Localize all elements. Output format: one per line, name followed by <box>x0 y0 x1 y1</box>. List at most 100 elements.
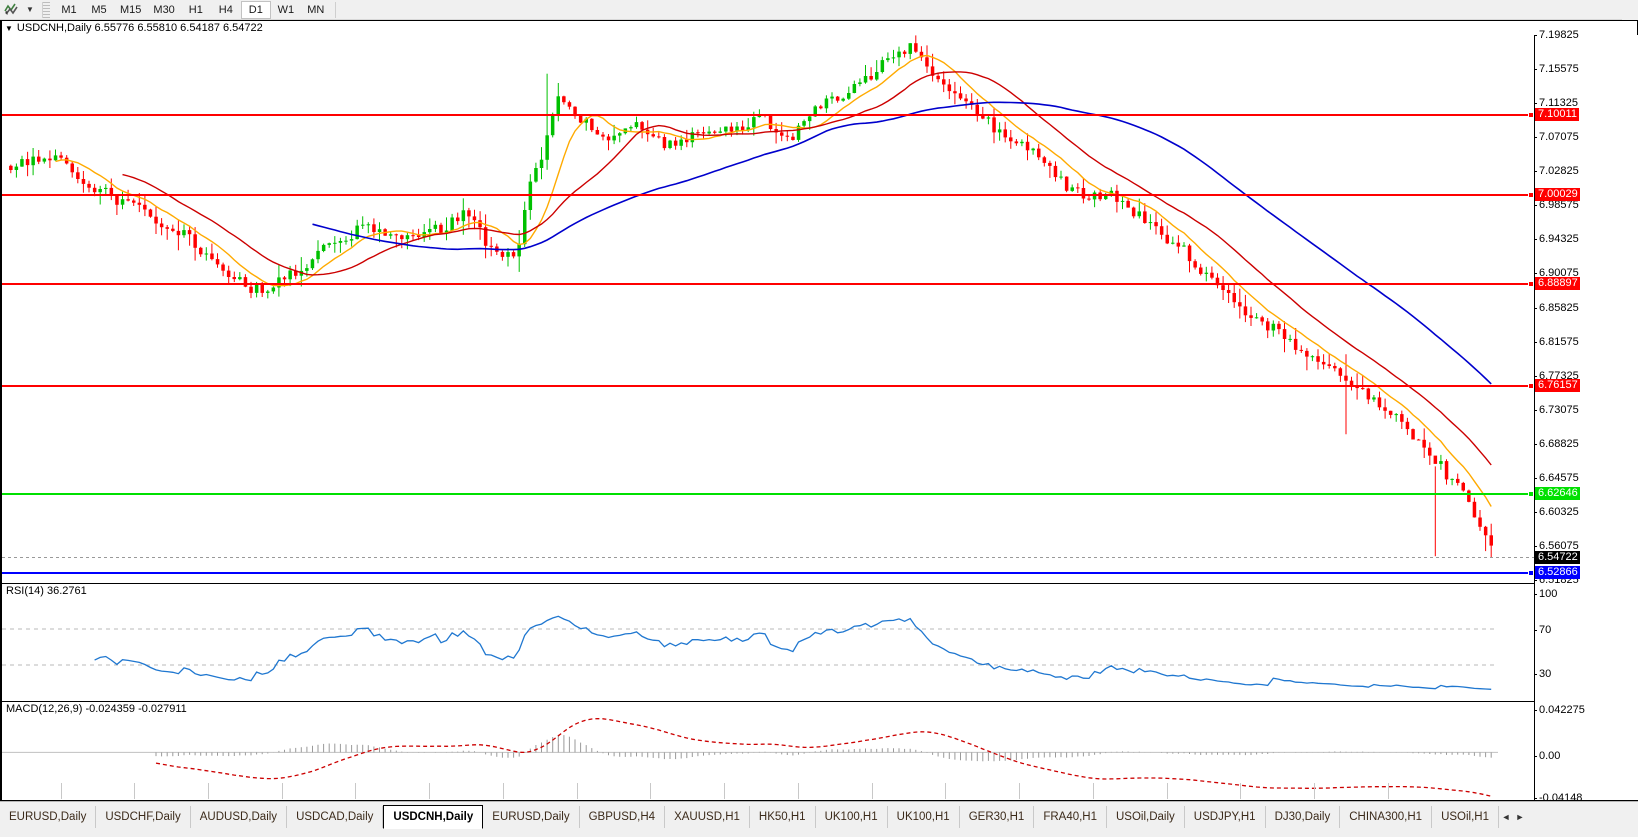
macd-label: MACD(12,26,9) -0.024359 -0.027911 <box>6 703 187 715</box>
date-gridline <box>281 783 283 799</box>
price-tick-label: 7.11325 <box>1534 97 1578 110</box>
chart-tools-icon[interactable] <box>0 1 22 19</box>
price-pane[interactable] <box>2 35 1534 580</box>
tab-list: EURUSD,Daily USDCHF,Daily AUDUSD,Daily USDC… <box>0 802 1500 829</box>
rsi-pane[interactable]: RSI(14) 36.2761 <box>2 583 1534 698</box>
level-line-handle[interactable] <box>1528 382 1534 389</box>
date-gridline <box>429 783 431 799</box>
timeframe-button-mn[interactable]: MN <box>307 3 325 16</box>
chart-tab-eurusd-daily[interactable]: EURUSD,Daily <box>483 806 580 828</box>
toolbar-grip[interactable] <box>42 1 50 18</box>
timeframe-button-w1[interactable]: W1 <box>277 3 295 16</box>
date-gridline <box>797 783 799 799</box>
price-tick-label: 7.07075 <box>1534 131 1579 144</box>
price-level-label-resistance[interactable]: 6.76157 <box>1535 378 1580 392</box>
chart-tab-usdcad-daily[interactable]: USDCAD,Daily <box>287 806 384 828</box>
level-line-6-62646[interactable] <box>2 491 1534 498</box>
timeframe-button-h1[interactable]: H1 <box>188 3 203 16</box>
chart-tab-xauusd-h1[interactable]: XAUUSD,H1 <box>665 806 750 828</box>
chart-tab-uk100-h1[interactable]: UK100,H1 <box>888 806 960 828</box>
chevron-left-icon[interactable]: ◄ <box>1501 812 1511 822</box>
date-gridline <box>1314 783 1316 799</box>
chart-canvas-window[interactable]: ▼ USDCNH,Daily 6.55776 6.55810 6.54187 6… <box>0 20 1638 820</box>
level-line-6-76157[interactable] <box>2 382 1534 389</box>
toolbar-end-spacer <box>1622 0 1638 20</box>
date-gridline <box>650 783 652 799</box>
chevron-down-icon[interactable]: ▼ <box>26 5 34 14</box>
date-gridline <box>1240 783 1242 799</box>
price-tick-label: 6.85825 <box>1534 301 1579 314</box>
level-line-handle[interactable] <box>1528 111 1534 118</box>
macd-tick-label: -0.04148 <box>1533 792 1583 804</box>
timeframe-button-m30[interactable]: M30 <box>153 3 175 16</box>
price-tick-label: 6.56075 <box>1534 539 1579 552</box>
date-gridline <box>871 783 873 799</box>
level-line-7-10011[interactable] <box>2 111 1534 118</box>
date-gridline <box>60 783 62 799</box>
timeframe-button-m15[interactable]: M15 <box>120 3 142 16</box>
price-level-label-resistance[interactable]: 7.10011 <box>1535 107 1579 121</box>
chart-tab-usoil-h1[interactable]: USOil,H1 <box>1432 806 1500 828</box>
price-level-label-resistance[interactable]: 7.00029 <box>1535 187 1580 201</box>
price-level-label-last-price[interactable]: 6.54722 <box>1535 550 1580 564</box>
level-line-6-52866[interactable] <box>2 569 1534 576</box>
price-tick-label: 7.02825 <box>1534 165 1579 178</box>
rsi-tick-label: 70 <box>1533 624 1552 636</box>
price-level-label-support[interactable]: 6.52866 <box>1535 565 1580 579</box>
timeframe-button-d1[interactable]: D1 <box>240 0 271 19</box>
date-gridline <box>724 783 726 799</box>
timeframe-toolbar: ▼ M1 M5 M15 M30 H1 H4 D1 W1 MN <box>0 0 1638 20</box>
chart-tab-usdchf-daily[interactable]: USDCHF,Daily <box>96 806 191 828</box>
timeframe-button-m1[interactable]: M1 <box>61 3 77 16</box>
level-line-handle[interactable] <box>1528 491 1534 498</box>
date-gridline <box>1019 783 1021 799</box>
price-tick-label: 7.15575 <box>1534 63 1579 76</box>
price-tick-label: 6.94325 <box>1534 233 1579 246</box>
date-gridline <box>576 783 578 799</box>
date-gridline <box>207 783 209 799</box>
level-line-handle[interactable] <box>1528 569 1534 576</box>
rsi-plot <box>2 615 1498 690</box>
rsi-label: RSI(14) 36.2761 <box>6 585 87 597</box>
level-line-handle[interactable] <box>1528 191 1534 198</box>
chart-tab-ger30-h1[interactable]: GER30,H1 <box>960 806 1035 828</box>
price-tick-label: 6.68825 <box>1534 437 1579 450</box>
chart-tab-eurusd-daily[interactable]: EURUSD,Daily <box>0 806 97 828</box>
toolbar-separator <box>334 1 336 18</box>
chart-tab-usdcnh-daily[interactable]: USDCNH,Daily <box>383 805 484 829</box>
chart-tab-fra40-h1[interactable]: FRA40,H1 <box>1034 806 1107 828</box>
date-gridline <box>1092 783 1094 799</box>
chart-tab-hk50-h1[interactable]: HK50,H1 <box>750 806 816 828</box>
date-gridline <box>1166 783 1168 799</box>
price-tick-label: 7.19825 <box>1534 29 1579 41</box>
price-tick-label: 6.90075 <box>1534 267 1579 280</box>
rsi-tick-label: 30 <box>1533 668 1552 680</box>
last-price-line <box>2 556 1534 558</box>
price-axis[interactable]: 7.19825 7.15575 7.11325 7.07075 7.02825 6.985… <box>1533 30 1638 804</box>
level-line-7-00029[interactable] <box>2 191 1534 198</box>
level-line-6-88897[interactable] <box>2 280 1534 287</box>
price-level-label-resistance[interactable]: 6.88897 <box>1535 276 1580 290</box>
date-gridline <box>355 783 357 799</box>
price-tick-label: 6.64575 <box>1534 471 1579 484</box>
chart-tab-china300-h1[interactable]: CHINA300,H1 <box>1340 806 1433 828</box>
timeframe-button-h4[interactable]: H4 <box>218 3 233 16</box>
chevron-right-icon[interactable]: ► <box>1515 812 1525 822</box>
chart-tab-usdjpy-h1[interactable]: USDJPY,H1 <box>1185 806 1266 828</box>
date-gridline <box>945 783 947 799</box>
price-tick-label: 6.73075 <box>1534 403 1579 416</box>
macd-pane[interactable]: MACD(12,26,9) -0.024359 -0.027911 <box>2 701 1534 799</box>
timeframe-button-m5[interactable]: M5 <box>91 3 107 16</box>
chart-tab-usoil-daily[interactable]: USOil,Daily <box>1107 806 1185 828</box>
price-tick-label: 6.77325 <box>1534 369 1579 382</box>
rsi-tick-label: 100 <box>1533 588 1558 600</box>
chart-tab-uk100-h1[interactable]: UK100,H1 <box>816 806 888 828</box>
price-level-label-support[interactable]: 6.62646 <box>1535 487 1580 501</box>
level-line-handle[interactable] <box>1528 280 1534 287</box>
chart-tab-dj30-daily[interactable]: DJ30,Daily <box>1266 806 1341 828</box>
chart-tab-audusd-daily[interactable]: AUDUSD,Daily <box>191 806 288 828</box>
caret-down-icon[interactable]: ▼ <box>5 23 13 33</box>
chart-tab-gbpusd-h4[interactable]: GBPUSD,H4 <box>580 806 666 828</box>
timeframe-button-group: M1 M5 M15 M30 H1 H4 D1 W1 MN <box>54 0 331 19</box>
price-tick-label: 6.81575 <box>1534 335 1579 348</box>
